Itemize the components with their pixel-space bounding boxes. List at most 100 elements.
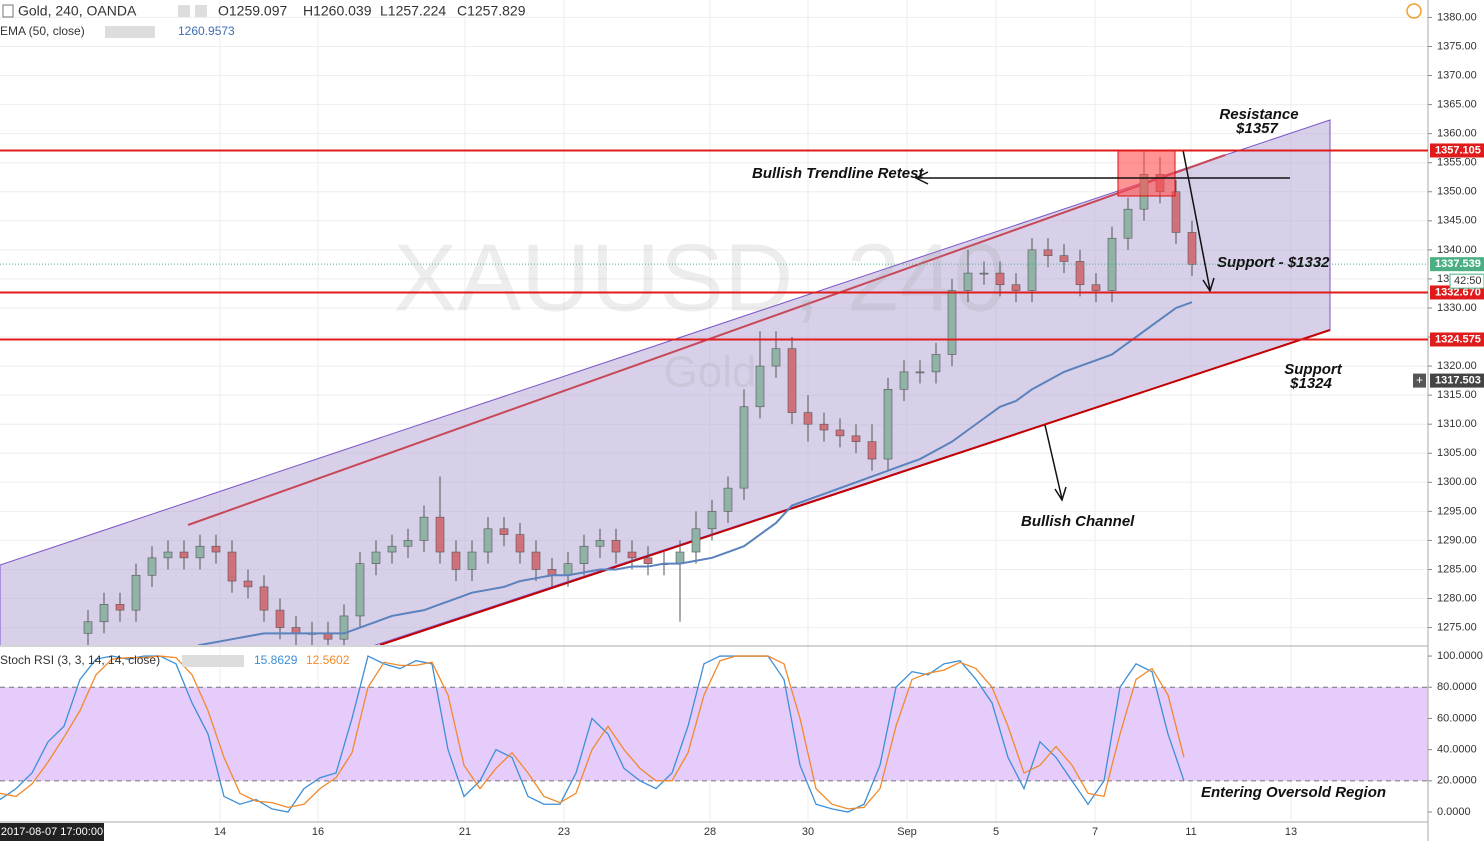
watermark: XAUUSD, 240 [393, 224, 1007, 331]
candle-body [371, 551, 381, 564]
candle-body [883, 389, 893, 460]
annotation: $1324 [1289, 375, 1332, 392]
price-tag-label: 1324.575 [1435, 333, 1481, 345]
rsi-d-value: 12.5602 [306, 653, 350, 667]
candle-body [163, 551, 173, 559]
y-tick-label: 1310.00 [1437, 418, 1477, 430]
y-tick-label: 1295.00 [1437, 505, 1477, 517]
candle-body [419, 516, 429, 541]
y-tick-label: 1290.00 [1437, 534, 1477, 546]
candle-body [643, 557, 653, 564]
candle-body [531, 551, 541, 570]
rsi-pane [0, 655, 1428, 813]
candle-body [867, 441, 877, 460]
oversold-band [0, 687, 1428, 781]
candle-body [931, 354, 941, 373]
annotation: Entering Oversold Region [1201, 784, 1386, 801]
y-tick-label: 1275.00 [1437, 621, 1477, 633]
candle-body [899, 371, 909, 390]
candle-body [211, 545, 221, 553]
price-tag [1430, 257, 1484, 272]
x-tick-label: 30 [802, 826, 814, 838]
countdown: 42:50 [1454, 275, 1482, 287]
candle-body [787, 348, 797, 413]
candle-body [1059, 255, 1069, 262]
y-tick-label: 1345.00 [1437, 215, 1477, 227]
candle-body [467, 551, 477, 570]
header: Gold, 240, OANDA O1259.097 H1260.039 L12… [0, 3, 1422, 841]
price-series [83, 151, 1197, 645]
y-tick-label: 1380.00 [1437, 11, 1477, 23]
y-tick-label: 1320.00 [1437, 360, 1477, 372]
candle-body [771, 348, 781, 367]
rsi-title: Stoch RSI (3, 3, 14, 14, close) [0, 653, 160, 667]
y-tick-label: 1315.00 [1437, 389, 1477, 401]
candle-body [563, 563, 573, 576]
annotation: Resistance [1219, 106, 1298, 123]
candle-body [995, 272, 1005, 286]
candle-body [819, 423, 829, 431]
candle-body [179, 551, 189, 559]
y-tick-label: 60.0000 [1437, 712, 1477, 724]
close-icon[interactable] [195, 5, 207, 17]
candle-body [835, 429, 845, 437]
alert-icon[interactable] [1406, 3, 1422, 19]
y-tick-label: 1375.00 [1437, 40, 1477, 52]
indicator-icons[interactable] [105, 26, 155, 38]
symbol-title: Gold, 240, OANDA [18, 3, 137, 19]
annotation: Bullish Trendline Retest [752, 165, 924, 182]
price-tag [1430, 373, 1484, 388]
y-tick-label: 1305.00 [1437, 447, 1477, 459]
candle-body [723, 487, 733, 512]
candle-body [1011, 284, 1021, 291]
candle-body [131, 574, 141, 611]
candle-body [1027, 249, 1037, 291]
price-tag [1430, 332, 1484, 347]
ohlc-high: H1260.039 [303, 3, 372, 19]
arrowhead [914, 171, 929, 185]
candle-body [259, 586, 269, 611]
annotation: Support - $1332 [1217, 254, 1330, 271]
rsi-k-value: 15.8629 [254, 653, 298, 667]
collapse-icon[interactable] [2, 4, 14, 18]
y-tick-label: 80.0000 [1437, 681, 1477, 693]
candle-body [227, 551, 237, 582]
countdown-tag [1449, 273, 1484, 289]
candle-body [627, 551, 637, 559]
candle-body [1107, 237, 1117, 291]
candle-body [83, 621, 93, 634]
candle-body [755, 365, 765, 408]
candle-body [243, 580, 253, 588]
ohlc-close: C1257.829 [457, 3, 526, 19]
settings-icon[interactable] [178, 5, 190, 17]
x-tick-label: 23 [558, 826, 570, 838]
candle-body [691, 528, 701, 553]
y-tick-label: 1355.00 [1437, 157, 1477, 169]
y-tick-label: 1285.00 [1437, 563, 1477, 575]
price-tag [1430, 285, 1484, 300]
indicator-icons[interactable] [182, 655, 244, 667]
candle-body [483, 528, 493, 553]
x-tick-label: 16 [312, 826, 324, 838]
candle-body [115, 604, 125, 611]
x-tick-label: 21 [459, 826, 471, 838]
trendline [379, 329, 1331, 645]
crosshair-plus: + [1416, 373, 1423, 387]
candle-body [675, 551, 685, 564]
ema-line [197, 301, 1193, 645]
y-tick-label: 1300.00 [1437, 476, 1477, 488]
candle-body [1043, 249, 1053, 256]
candle-body [147, 557, 157, 576]
candle-body [947, 290, 957, 355]
arrow [1182, 149, 1211, 291]
y-tick-label: 1340.00 [1437, 244, 1477, 256]
candle-body [1075, 261, 1085, 286]
date-tag [0, 823, 104, 841]
candle-body [963, 272, 973, 291]
x-tick-label: 28 [704, 826, 716, 838]
candle-body [403, 540, 413, 547]
candle-body [611, 540, 621, 553]
candle-body [739, 406, 749, 489]
y-tick-label: 1280.00 [1437, 592, 1477, 604]
